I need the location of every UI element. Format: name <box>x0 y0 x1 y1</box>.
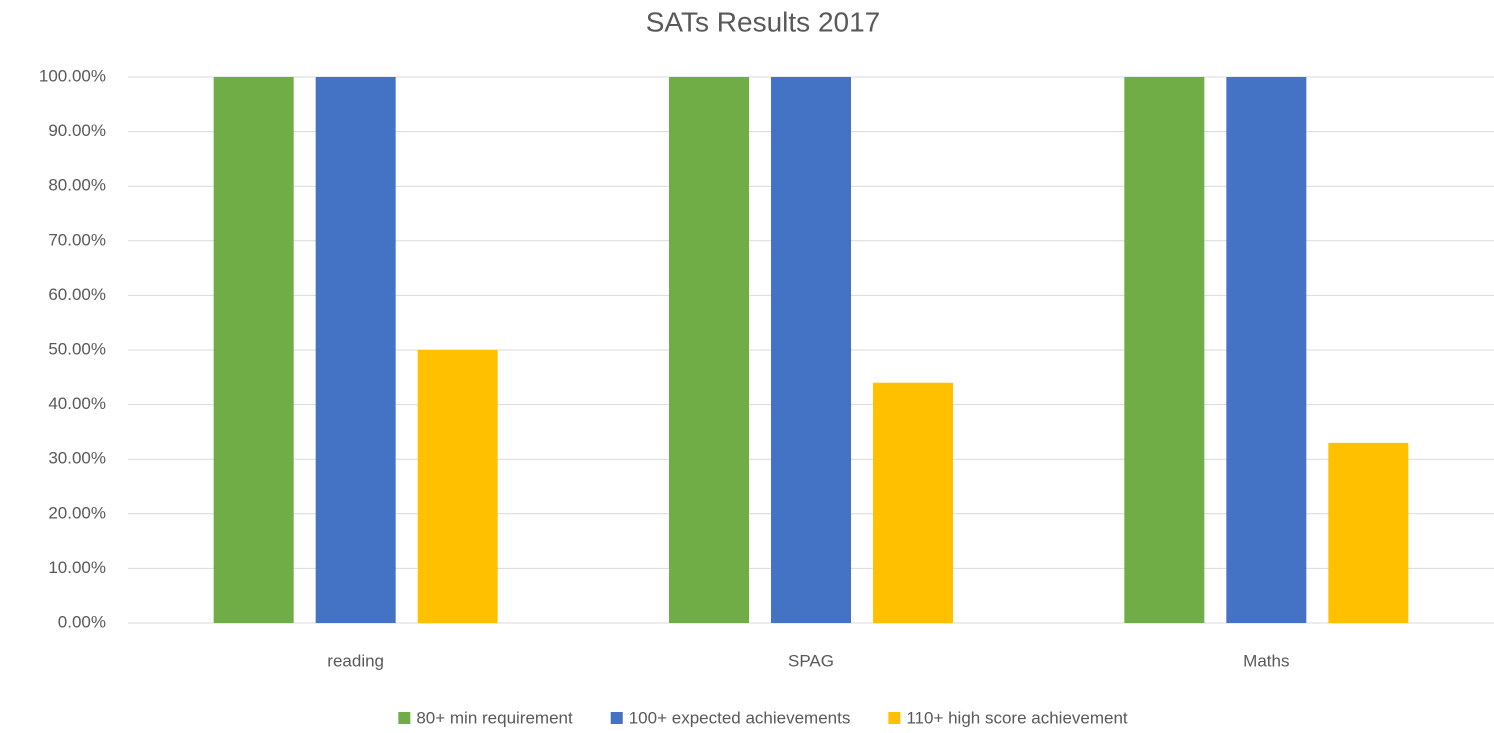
y-tick-label: 40.00% <box>48 394 106 413</box>
x-tick-label: Maths <box>1243 651 1289 670</box>
bar <box>771 77 851 623</box>
y-tick-label: 30.00% <box>48 449 106 468</box>
chart-title: SATs Results 2017 <box>646 6 881 37</box>
bar <box>873 382 953 623</box>
bar <box>1328 442 1409 623</box>
y-tick-label: 50.00% <box>48 339 106 358</box>
x-tick-label: reading <box>327 651 384 670</box>
y-tick-label: 80.00% <box>48 176 106 195</box>
legend-label: 80+ min requirement <box>416 708 573 727</box>
legend-swatch <box>398 712 411 724</box>
bar <box>1124 77 1205 623</box>
bar <box>213 77 294 623</box>
y-tick-label: 0.00% <box>58 612 106 631</box>
y-tick-label: 20.00% <box>48 503 106 522</box>
y-tick-label: 70.00% <box>48 230 106 249</box>
bar <box>1226 77 1307 623</box>
y-tick-label: 90.00% <box>48 121 106 140</box>
bar <box>417 350 498 623</box>
legend-swatch <box>610 712 623 724</box>
y-tick-label: 100.00% <box>39 66 106 85</box>
bar <box>669 77 749 623</box>
legend-swatch <box>888 712 901 724</box>
bar <box>315 77 396 623</box>
y-tick-label: 10.00% <box>48 558 106 577</box>
legend-label: 110+ high score achievement <box>906 708 1128 727</box>
y-tick-label: 60.00% <box>48 285 106 304</box>
x-tick-label: SPAG <box>788 651 834 670</box>
legend-label: 100+ expected achievements <box>629 708 851 727</box>
